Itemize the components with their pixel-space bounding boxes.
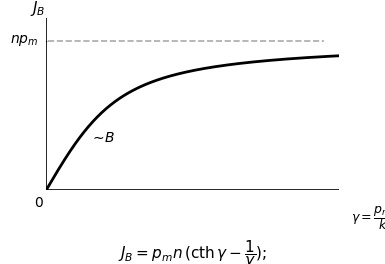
Text: $0$: $0$	[34, 196, 44, 210]
Text: $\gamma = \dfrac{p_m B}{kT}$: $\gamma = \dfrac{p_m B}{kT}$	[350, 202, 385, 232]
Text: $J_B$: $J_B$	[30, 0, 45, 18]
Text: $J_B = p_m n\,(\mathrm{cth}\,\gamma - \dfrac{1}{\gamma});$: $J_B = p_m n\,(\mathrm{cth}\,\gamma - \d…	[118, 238, 267, 264]
Text: $\sim\!B$: $\sim\!B$	[90, 131, 116, 145]
Text: $np_m$: $np_m$	[10, 33, 39, 48]
